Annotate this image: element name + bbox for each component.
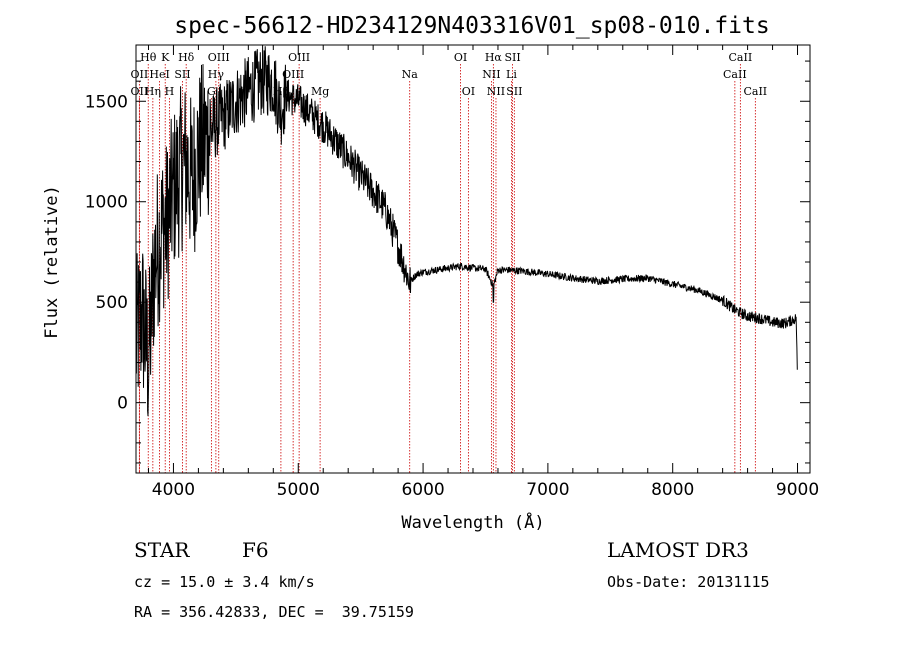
- line-label: OII: [131, 85, 149, 98]
- x-tick-label: 8000: [651, 480, 694, 500]
- line-label: G: [207, 85, 216, 98]
- x-tick-label: 4000: [152, 480, 195, 500]
- line-label: SII: [506, 85, 522, 98]
- x-axis-label: Wavelength (Å): [401, 511, 544, 533]
- line-label: H: [165, 85, 175, 98]
- object-class: STAR: [134, 538, 190, 562]
- line-label: Li: [506, 68, 517, 81]
- line-label: NII: [482, 68, 500, 81]
- line-label: Hη: [145, 85, 161, 98]
- line-label: Mg: [311, 85, 329, 98]
- x-tick-label: 9000: [776, 480, 819, 500]
- redshift-velocity: cz = 15.0 ± 3.4 km/s: [134, 573, 315, 591]
- line-label: CaII: [743, 85, 767, 98]
- line-label: CaII: [723, 68, 747, 81]
- axis-tick-labels: 4000 5000 6000 7000 8000 9000 0 500 1000 1500: [85, 92, 819, 500]
- line-label: NII: [487, 85, 505, 98]
- line-label: SII: [174, 68, 190, 81]
- line-label: OIII: [282, 68, 304, 81]
- spectrum-series: [135, 45, 798, 417]
- line-label: OI: [462, 85, 475, 98]
- line-label: Hδ: [178, 51, 195, 64]
- line-label: SII: [504, 51, 520, 64]
- line-label: OI: [454, 51, 467, 64]
- line-label: Hθ: [140, 51, 157, 64]
- line-label: OII: [131, 68, 149, 81]
- observation-date: Obs-Date: 20131115: [607, 573, 770, 591]
- sky-coordinates: RA = 356.42833, DEC = 39.75159: [134, 603, 414, 621]
- line-label: K: [161, 51, 170, 64]
- spectrum-line: [135, 45, 798, 417]
- x-tick-label: 6000: [401, 480, 444, 500]
- line-label: Na: [402, 68, 419, 81]
- x-tick-label: 7000: [526, 480, 569, 500]
- y-tick-label: 1500: [85, 92, 128, 112]
- y-tick-label: 1000: [85, 193, 128, 213]
- chart-title: spec-56612-HD234129N403316V01_sp08-010.f…: [174, 13, 769, 39]
- y-axis-label: Flux (relative): [42, 185, 62, 339]
- y-tick-label: 0: [117, 394, 128, 414]
- x-tick-label: 5000: [277, 480, 320, 500]
- line-label: Hγ: [208, 68, 225, 81]
- line-label: HeI: [149, 68, 169, 81]
- axis-ticks: [136, 45, 810, 473]
- line-label: CaII: [729, 51, 753, 64]
- line-label: Hα: [485, 51, 503, 64]
- line-label: OIII: [208, 51, 230, 64]
- line-label: OIII: [288, 51, 310, 64]
- survey-name: LAMOST DR3: [607, 538, 749, 562]
- object-subclass: F6: [242, 538, 269, 562]
- y-tick-label: 500: [96, 293, 128, 313]
